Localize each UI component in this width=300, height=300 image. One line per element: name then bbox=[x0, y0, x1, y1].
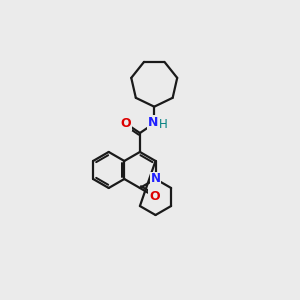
Text: N: N bbox=[148, 116, 158, 129]
Text: O: O bbox=[149, 190, 160, 203]
Text: O: O bbox=[120, 117, 131, 130]
Text: H: H bbox=[159, 118, 167, 131]
Text: N: N bbox=[151, 172, 160, 185]
